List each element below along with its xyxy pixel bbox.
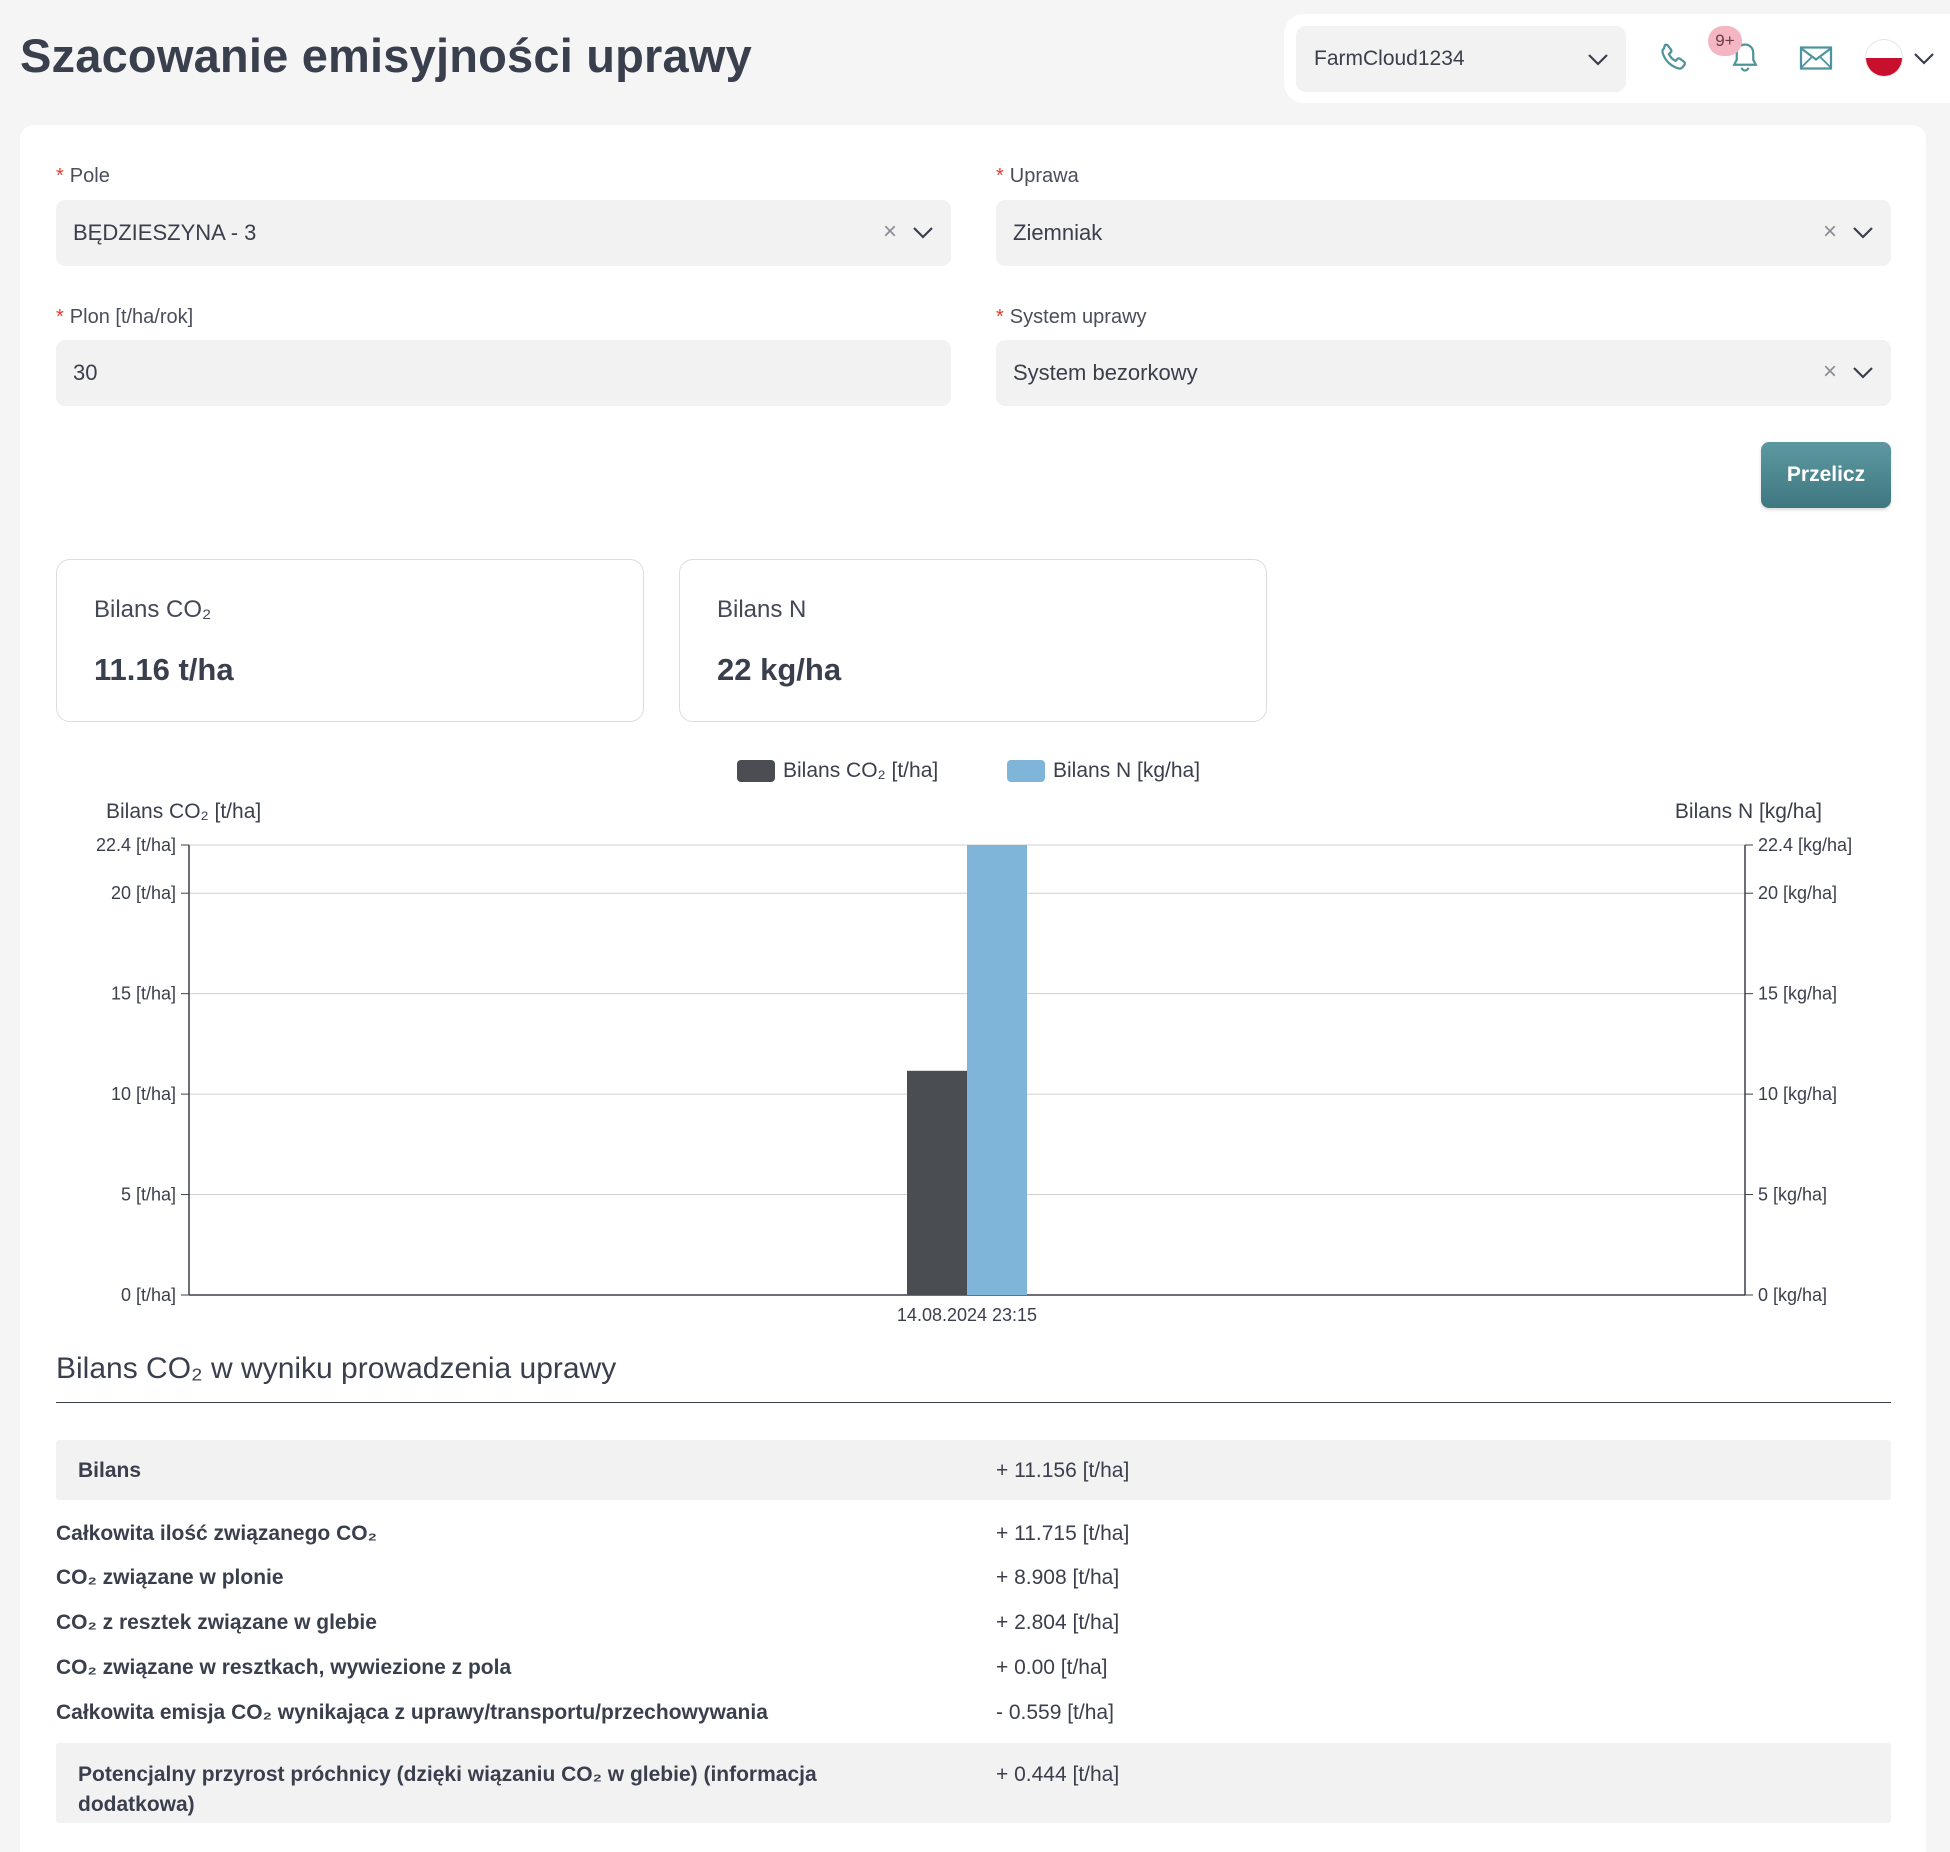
y-tick-label-left: 20 [t/ha] xyxy=(111,883,176,903)
bar xyxy=(907,1070,967,1295)
y-tick-label-left: 5 [t/ha] xyxy=(121,1185,176,1205)
required-mark: * xyxy=(56,165,64,187)
row-value: - 0.559 [t/ha] xyxy=(996,1701,1114,1724)
account-select-value: FarmCloud1234 xyxy=(1314,47,1465,70)
przelicz-button[interactable]: Przelicz xyxy=(1761,442,1891,508)
y-tick-label-right: 0 [kg/ha] xyxy=(1758,1285,1827,1305)
pole-select[interactable]: BĘDZIESZYNA - 3 × xyxy=(56,200,951,266)
x-tick-label: 14.08.2024 23:15 xyxy=(897,1305,1037,1325)
row-value: + 8.908 [t/ha] xyxy=(996,1566,1120,1589)
clear-icon[interactable]: × xyxy=(1822,218,1837,245)
top-bar: FarmCloud1234 9+ xyxy=(1284,14,1950,103)
clear-icon[interactable]: × xyxy=(882,218,897,245)
pole-label-text: Pole xyxy=(69,165,110,187)
uprawa-select[interactable]: Ziemniak × xyxy=(996,200,1891,266)
bar xyxy=(967,845,1027,1295)
extra-label-line2: dodatkowa) xyxy=(78,1793,195,1816)
y-tick-label-left: 22.4 [t/ha] xyxy=(96,835,176,855)
plon-label: * Plon [t/ha/rok] xyxy=(56,306,193,329)
stat-card-co2: Bilans CO₂ 11.16 t/ha xyxy=(56,559,644,722)
y-axis-title-right: Bilans N [kg/ha] xyxy=(1675,800,1822,823)
legend-item-n[interactable]: Bilans N [kg/ha] xyxy=(1007,756,1200,786)
extra-label-line1: Potencjalny przyrost próchnicy (dzięki w… xyxy=(78,1763,817,1786)
stat-value: 11.16 t/ha xyxy=(94,652,234,687)
chevron-down-icon[interactable] xyxy=(911,224,935,242)
pole-label: * Pole xyxy=(56,165,110,188)
row-label: CO₂ z resztek związane w glebie xyxy=(56,1611,377,1634)
row-label: CO₂ związane w plonie xyxy=(56,1566,284,1589)
required-mark: * xyxy=(996,165,1004,187)
account-select[interactable]: FarmCloud1234 xyxy=(1296,26,1626,92)
chevron-down-icon[interactable] xyxy=(1851,364,1875,382)
balance-chart: 0 [t/ha] 0 [kg/ha] 5 [t/ha] 5 [kg/ha] 10 [t/… xyxy=(96,800,1852,1325)
system-label-text: System uprawy xyxy=(1009,306,1147,328)
y-tick-label-right: 22.4 [kg/ha] xyxy=(1758,835,1852,855)
chevron-down-icon[interactable] xyxy=(1851,224,1875,242)
extra-value: + 0.444 [t/ha] xyxy=(996,1763,1120,1786)
notifications-badge: 9+ xyxy=(1708,26,1742,56)
extra-row xyxy=(56,1743,1891,1823)
plon-label-text: Plon [t/ha/rok] xyxy=(69,306,194,328)
row-label: CO₂ związane w resztkach, wywiezione z p… xyxy=(56,1656,512,1679)
mail-icon[interactable] xyxy=(1798,42,1834,74)
legend-label: Bilans N [kg/ha] xyxy=(1053,759,1201,782)
chevron-down-icon[interactable] xyxy=(1912,50,1936,68)
plon-input[interactable]: 30 xyxy=(56,340,951,406)
summary-row xyxy=(56,1440,1891,1500)
stat-label: Bilans CO₂ xyxy=(94,596,212,623)
y-tick-label-left: 0 [t/ha] xyxy=(121,1285,176,1305)
system-label: * System uprawy xyxy=(996,306,1147,329)
flag-pl-icon[interactable] xyxy=(1866,40,1902,76)
y-tick-label-right: 5 [kg/ha] xyxy=(1758,1185,1827,1205)
uprawa-label: * Uprawa xyxy=(996,165,1079,188)
legend-swatch xyxy=(737,760,775,782)
stat-card-n: Bilans N 22 kg/ha xyxy=(679,559,1267,722)
stat-value: 22 kg/ha xyxy=(717,652,842,687)
legend-label: Bilans CO₂ [t/ha] xyxy=(783,759,939,782)
summary-value: + 11.156 [t/ha] xyxy=(996,1459,1130,1482)
row-value: + 11.715 [t/ha] xyxy=(996,1522,1130,1545)
summary-label: Bilans xyxy=(78,1459,142,1482)
pole-select-value: BĘDZIESZYNA - 3 xyxy=(73,220,257,245)
plon-input-value: 30 xyxy=(73,360,98,385)
row-label: Całkowita ilość związanego CO₂ xyxy=(56,1522,377,1545)
section-divider xyxy=(56,1402,1891,1403)
clear-icon[interactable]: × xyxy=(1822,358,1837,385)
legend-swatch xyxy=(1007,760,1045,782)
y-tick-label-right: 10 [kg/ha] xyxy=(1758,1084,1837,1104)
y-tick-label-right: 15 [kg/ha] xyxy=(1758,984,1837,1004)
system-select-value: System bezorkowy xyxy=(1013,360,1198,385)
row-value: + 0.00 [t/ha] xyxy=(996,1656,1108,1679)
row-value: + 2.804 [t/ha] xyxy=(996,1611,1120,1634)
uprawa-select-value: Ziemniak xyxy=(1013,220,1103,245)
y-tick-label-left: 10 [t/ha] xyxy=(111,1084,176,1104)
uprawa-label-text: Uprawa xyxy=(1009,165,1079,187)
legend-item-co2[interactable]: Bilans CO₂ [t/ha] xyxy=(737,756,938,786)
phone-icon[interactable] xyxy=(1655,40,1691,76)
chevron-down-icon xyxy=(1588,54,1608,66)
y-tick-label-left: 15 [t/ha] xyxy=(111,984,176,1004)
y-axis-title-left: Bilans CO₂ [t/ha] xyxy=(106,800,261,823)
y-tick-label-right: 20 [kg/ha] xyxy=(1758,883,1837,903)
system-select[interactable]: System bezorkowy × xyxy=(996,340,1891,406)
page-title: Szacowanie emisyjności uprawy xyxy=(20,29,752,82)
required-mark: * xyxy=(56,306,64,328)
section-title: Bilans CO₂ w wyniku prowadzenia uprawy xyxy=(56,1352,617,1385)
row-label: Całkowita emisja CO₂ wynikająca z uprawy… xyxy=(56,1701,768,1724)
required-mark: * xyxy=(996,306,1004,328)
stat-label: Bilans N xyxy=(717,596,807,623)
